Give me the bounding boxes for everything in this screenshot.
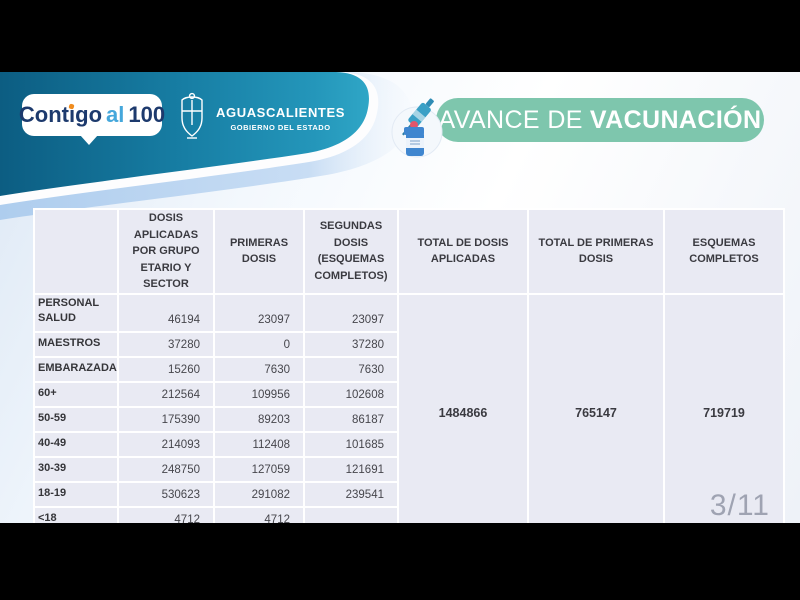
row-label: 30-39 xyxy=(33,455,119,483)
total-esquemas-completos: 719719 xyxy=(663,292,785,523)
column-header-total-dosis: TOTAL DE DOSIS APLICADAS xyxy=(397,208,529,295)
column-header-segundas-dosis: SEGUNDAS DOSIS (ESQUEMAS COMPLETOS) xyxy=(303,208,399,295)
logo-text-cont: Cont xyxy=(18,102,69,127)
column-header-dosis-aplicadas: DOSIS APLICADAS POR GRUPO ETARIO Y SECTO… xyxy=(117,208,215,295)
cell-segundas xyxy=(303,505,399,523)
row-label: 50-59 xyxy=(33,405,119,433)
logo-text-100: 100 xyxy=(128,102,166,127)
cell-dosis-aplicadas: 212564 xyxy=(117,380,215,408)
table-row: 40-49 214093 112408 101685 xyxy=(33,430,784,458)
cell-segundas: 86187 xyxy=(303,405,399,433)
title-bold-part: VACUNACIÓN xyxy=(589,105,762,134)
vaccine-syringe-icon xyxy=(391,98,443,158)
cell-primeras: 109956 xyxy=(213,380,305,408)
cell-dosis-aplicadas: 15260 xyxy=(117,355,215,383)
cell-primeras: 127059 xyxy=(213,455,305,483)
gov-logo-text: AGUASCALIENTES GOBIERNO DEL ESTADO xyxy=(216,105,345,132)
cell-primeras: 291082 xyxy=(213,480,305,508)
column-header-total-primeras: TOTAL DE PRIMERAS DOSIS xyxy=(527,208,665,295)
column-header-esquemas: ESQUEMAS COMPLETOS xyxy=(663,208,785,295)
table-row: 30-39 248750 127059 121691 xyxy=(33,455,784,483)
cell-dosis-aplicadas: 530623 xyxy=(117,480,215,508)
cell-primeras: 7630 xyxy=(213,355,305,383)
table-row: EMBARAZADAS 15260 7630 7630 xyxy=(33,355,784,383)
table-row: 50-59 175390 89203 86187 xyxy=(33,405,784,433)
cell-segundas: 239541 xyxy=(303,480,399,508)
page-title: AVANCE DE VACUNACIÓN xyxy=(436,98,764,142)
cell-primeras: 4712 xyxy=(213,505,305,523)
letterbox-bottom xyxy=(0,523,800,600)
coat-of-arms-icon xyxy=(181,92,203,139)
cell-dosis-aplicadas: 214093 xyxy=(117,430,215,458)
column-header-group xyxy=(33,208,119,295)
row-label: <18 xyxy=(33,505,119,523)
row-label: 18-19 xyxy=(33,480,119,508)
logo-letter-i: ı xyxy=(68,102,76,127)
total-dosis-aplicadas: 1484866 xyxy=(397,292,529,523)
table-row: PERSONAL SALUD 46194 23097 23097 1484866… xyxy=(33,292,785,523)
total-primeras-dosis: 765147 xyxy=(527,292,665,523)
row-label: EMBARAZADAS xyxy=(33,355,119,383)
slide: Cont ı go al 100 AGUASCALIENTES GOBIERNO DEL… xyxy=(0,72,800,523)
table-header-row: DOSIS APLICADAS POR GRUPO ETARIO Y SECTO… xyxy=(33,208,785,295)
gov-subtitle: GOBIERNO DEL ESTADO xyxy=(230,122,331,132)
gov-state-name: AGUASCALIENTES xyxy=(216,104,346,120)
cell-dosis-aplicadas: 248750 xyxy=(117,455,215,483)
table-row: 18-19 530623 291082 239541 xyxy=(33,480,784,508)
vaccination-table: DOSIS APLICADAS POR GRUPO ETARIO Y SECTO… xyxy=(33,208,785,523)
logo-text-go: go xyxy=(75,102,103,127)
row-label: 40-49 xyxy=(33,430,119,458)
contigo-al-100-logo: Cont ı go al 100 xyxy=(18,94,166,145)
column-header-primeras-dosis: PRIMERAS DOSIS xyxy=(213,208,305,295)
cell-primeras: 0 xyxy=(213,330,305,358)
table-row: 60+ 212564 109956 102608 xyxy=(33,380,784,408)
cell-segundas: 23097 xyxy=(303,292,399,333)
title-light-part: AVANCE DE xyxy=(438,105,583,134)
cell-segundas: 101685 xyxy=(303,430,399,458)
row-label: PERSONAL SALUD xyxy=(33,292,119,333)
logo-text-al: al xyxy=(106,102,125,127)
cell-dosis-aplicadas: 46194 xyxy=(117,292,215,333)
table-row: MAESTROS 37280 0 37280 xyxy=(33,330,784,358)
cell-segundas: 121691 xyxy=(303,455,399,483)
cell-primeras: 89203 xyxy=(213,405,305,433)
cell-segundas: 7630 xyxy=(303,355,399,383)
letterbox-top xyxy=(0,0,800,72)
cell-segundas: 102608 xyxy=(303,380,399,408)
cell-dosis-aplicadas: 37280 xyxy=(117,330,215,358)
table-row: <18 4712 4712 xyxy=(33,505,784,523)
cell-segundas: 37280 xyxy=(303,330,399,358)
cell-primeras: 23097 xyxy=(213,292,305,333)
cell-dosis-aplicadas: 175390 xyxy=(117,405,215,433)
aguascalientes-gov-logo: AGUASCALIENTES GOBIERNO DEL ESTADO xyxy=(176,92,345,144)
row-label: MAESTROS xyxy=(33,330,119,358)
cell-dosis-aplicadas: 4712 xyxy=(117,505,215,523)
page-number: 3/11 xyxy=(709,489,770,522)
cell-primeras: 112408 xyxy=(213,430,305,458)
row-label: 60+ xyxy=(33,380,119,408)
